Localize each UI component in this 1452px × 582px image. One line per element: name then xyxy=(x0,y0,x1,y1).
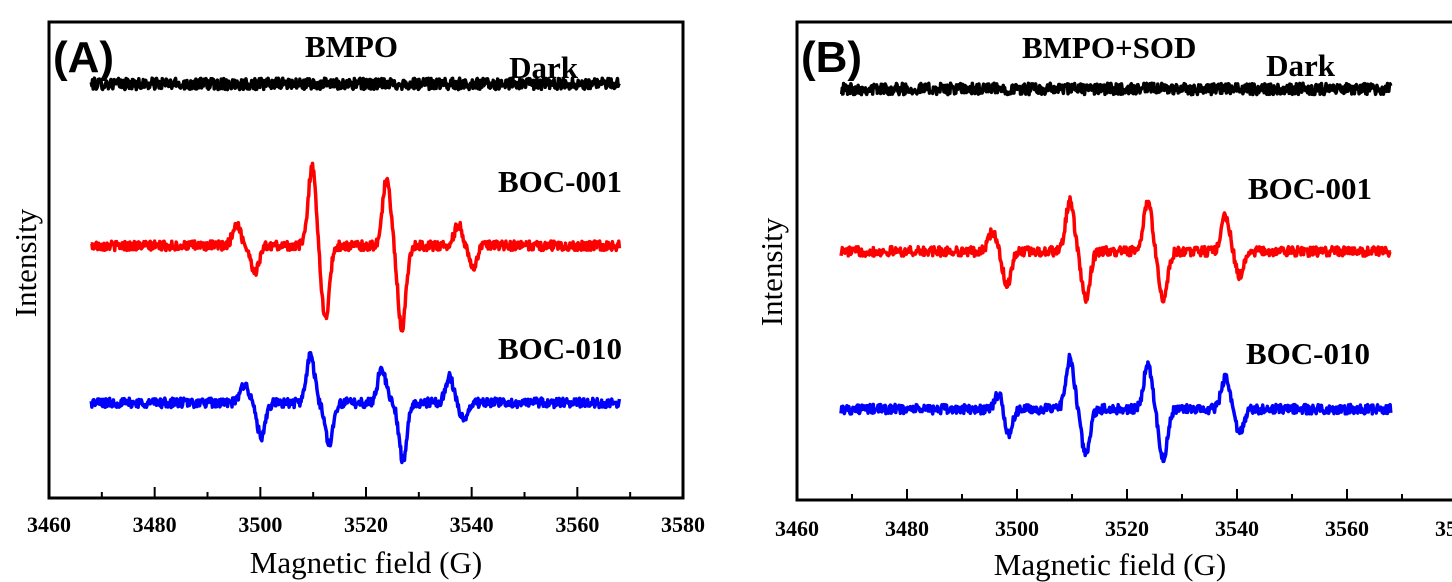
x-ticks xyxy=(48,487,684,498)
series-line-boc-001 xyxy=(90,161,622,333)
series-lines xyxy=(89,76,622,465)
series-label-boc-010: BOC-010 xyxy=(1246,336,1370,371)
series-lines xyxy=(839,81,1393,464)
x-tick-label: 3460 xyxy=(775,516,819,541)
panel-label: (B) xyxy=(801,33,862,82)
x-tick-label: 3560 xyxy=(555,512,599,537)
series-label-boc-001: BOC-001 xyxy=(1248,171,1372,206)
series-label-boc-001: BOC-001 xyxy=(498,164,622,199)
x-tick-label: 3580 xyxy=(661,512,705,537)
x-tick-label: 3540 xyxy=(450,512,494,537)
x-tick-labels: 3460 3480 3500 3520 3540 3560 3580 xyxy=(27,512,705,537)
series-line-boc-010 xyxy=(89,350,622,465)
x-axis-title: Magnetic field (G) xyxy=(994,547,1226,582)
panel-label: (A) xyxy=(53,33,114,82)
x-tick-label: 3500 xyxy=(995,516,1039,541)
x-tick-label: 3580 xyxy=(1435,516,1452,541)
panel-b: 3460 3480 3500 3520 3540 3560 3580 (B) BMPO+SO… xyxy=(754,20,1452,582)
chart-title: BMPO+SOD xyxy=(1022,30,1196,65)
x-ticks xyxy=(796,489,1403,500)
series-line-boc-010 xyxy=(839,352,1393,464)
x-tick-label: 3460 xyxy=(27,512,71,537)
x-tick-labels: 3460 3480 3500 3520 3540 3560 3580 xyxy=(775,516,1452,541)
panel-a: 3460 3480 3500 3520 3540 3560 3580 (A) BMPO Da… xyxy=(8,20,705,580)
x-tick-label: 3500 xyxy=(238,512,282,537)
series-label-boc-010: BOC-010 xyxy=(498,331,622,366)
plot-frame xyxy=(47,20,685,500)
x-axis-title: Magnetic field (G) xyxy=(250,545,482,580)
x-tick-label: 3520 xyxy=(344,512,388,537)
y-axis-title: Intensity xyxy=(8,208,43,317)
x-tick-label: 3540 xyxy=(1215,516,1259,541)
series-label-dark: Dark xyxy=(1266,48,1336,83)
chart-title: BMPO xyxy=(305,29,398,64)
series-line-boc-001 xyxy=(839,195,1392,304)
x-tick-label: 3480 xyxy=(133,512,177,537)
series-line-dark xyxy=(89,76,621,92)
x-tick-label: 3480 xyxy=(885,516,929,541)
series-line-dark xyxy=(839,81,1393,97)
y-axis-title: Intensity xyxy=(754,217,789,326)
x-tick-label: 3520 xyxy=(1105,516,1149,541)
series-label-dark: Dark xyxy=(509,50,579,85)
x-tick-label: 3560 xyxy=(1325,516,1369,541)
